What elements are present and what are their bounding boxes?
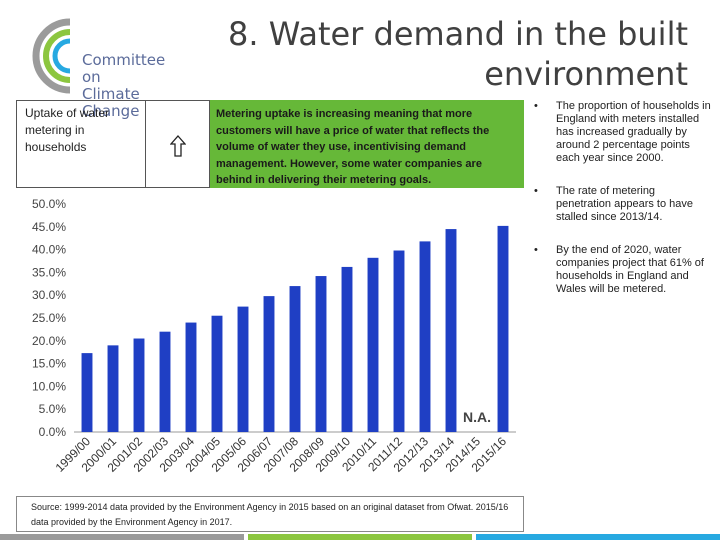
logo-line-2: Climate Change — [82, 85, 140, 120]
bar-2005-06 — [237, 306, 249, 432]
source-box: Source: 1999-2014 data provided by the E… — [16, 496, 524, 532]
y-tick-label: 15.0% — [32, 357, 66, 371]
footer-bar-blue — [476, 534, 720, 540]
uptake-label-box: Uptake of water metering in households — [16, 100, 146, 188]
bar-2006-07 — [263, 296, 275, 432]
bar-2010-11 — [367, 257, 379, 432]
bar-2000-01 — [107, 345, 119, 432]
bullet-dot-icon: • — [534, 100, 538, 112]
bar-2007-08 — [289, 286, 301, 432]
bar-2015-16 — [497, 225, 509, 432]
bar-2004-05 — [211, 315, 223, 432]
metering-bar-chart: 0.0% 5.0% 10.0% 15.0% 20.0% 25.0% 30.0% 35.0% 40… — [32, 197, 516, 475]
bullet-item: • By the end of 2020, water companies pro… — [534, 244, 712, 296]
y-tick-label: 30.0% — [32, 288, 66, 302]
bar-2003-04 — [185, 322, 197, 432]
bar-2002-03 — [159, 331, 171, 432]
logo-line-1: Committee on — [82, 51, 166, 86]
logo-rings-icon — [32, 18, 71, 94]
bar-1999-00 — [81, 353, 93, 432]
bullet-dot-icon: • — [534, 185, 538, 197]
y-tick-label: 40.0% — [32, 243, 66, 257]
key-message: Metering uptake is increasing meaning th… — [216, 108, 490, 186]
y-tick-label: 5.0% — [39, 402, 67, 416]
y-tick-label: 35.0% — [32, 265, 66, 279]
logo-ring-blue — [52, 38, 71, 74]
na-annotation: N.A. — [463, 409, 491, 425]
page-title-line-2: environment — [484, 55, 688, 93]
footer-bar-green — [248, 534, 472, 540]
page-title: 8. Water demand in the built environment — [208, 14, 688, 94]
y-tick-label: 10.0% — [32, 379, 66, 393]
bar-2013-14 — [445, 229, 457, 432]
y-tick-label: 50.0% — [32, 197, 66, 211]
y-tick-label: 25.0% — [32, 311, 66, 325]
y-tick-label: 0.0% — [39, 425, 67, 439]
bar-2008-09 — [315, 276, 327, 432]
bullet-item: • The rate of metering penetration appear… — [534, 185, 712, 224]
logo-ring-green — [43, 29, 71, 83]
ccc-logo: Committee on Climate Change — [18, 14, 188, 120]
trend-arrow-box — [146, 100, 210, 188]
bar-2012-13 — [419, 241, 431, 432]
bullet-text: The proportion of households in England … — [556, 100, 711, 164]
key-message-box: Metering uptake is increasing meaning th… — [210, 100, 524, 188]
bullet-dot-icon: • — [534, 244, 538, 256]
bar-2001-02 — [133, 338, 145, 432]
bullet-text: The rate of metering penetration appears… — [556, 185, 693, 223]
bar-2009-10 — [341, 266, 353, 432]
bullet-item: • The proportion of households in England… — [534, 100, 712, 165]
bullet-text: By the end of 2020, water companies proj… — [556, 244, 704, 295]
logo-text: Committee on Climate Change — [82, 52, 188, 120]
page-title-line-1: 8. Water demand in the built — [228, 15, 688, 53]
up-arrow-icon — [170, 135, 186, 157]
logo-ring-gray — [32, 18, 71, 94]
uptake-label: Uptake of water metering in households — [25, 106, 110, 154]
source-text: Source: 1999-2014 data provided by the E… — [31, 502, 509, 527]
footer-bar-gray — [0, 534, 244, 540]
y-tick-label: 20.0% — [32, 334, 66, 348]
y-tick-label: 45.0% — [32, 220, 66, 234]
bullet-list: • The proportion of households in England… — [534, 100, 712, 316]
bar-2011-12 — [393, 250, 405, 432]
